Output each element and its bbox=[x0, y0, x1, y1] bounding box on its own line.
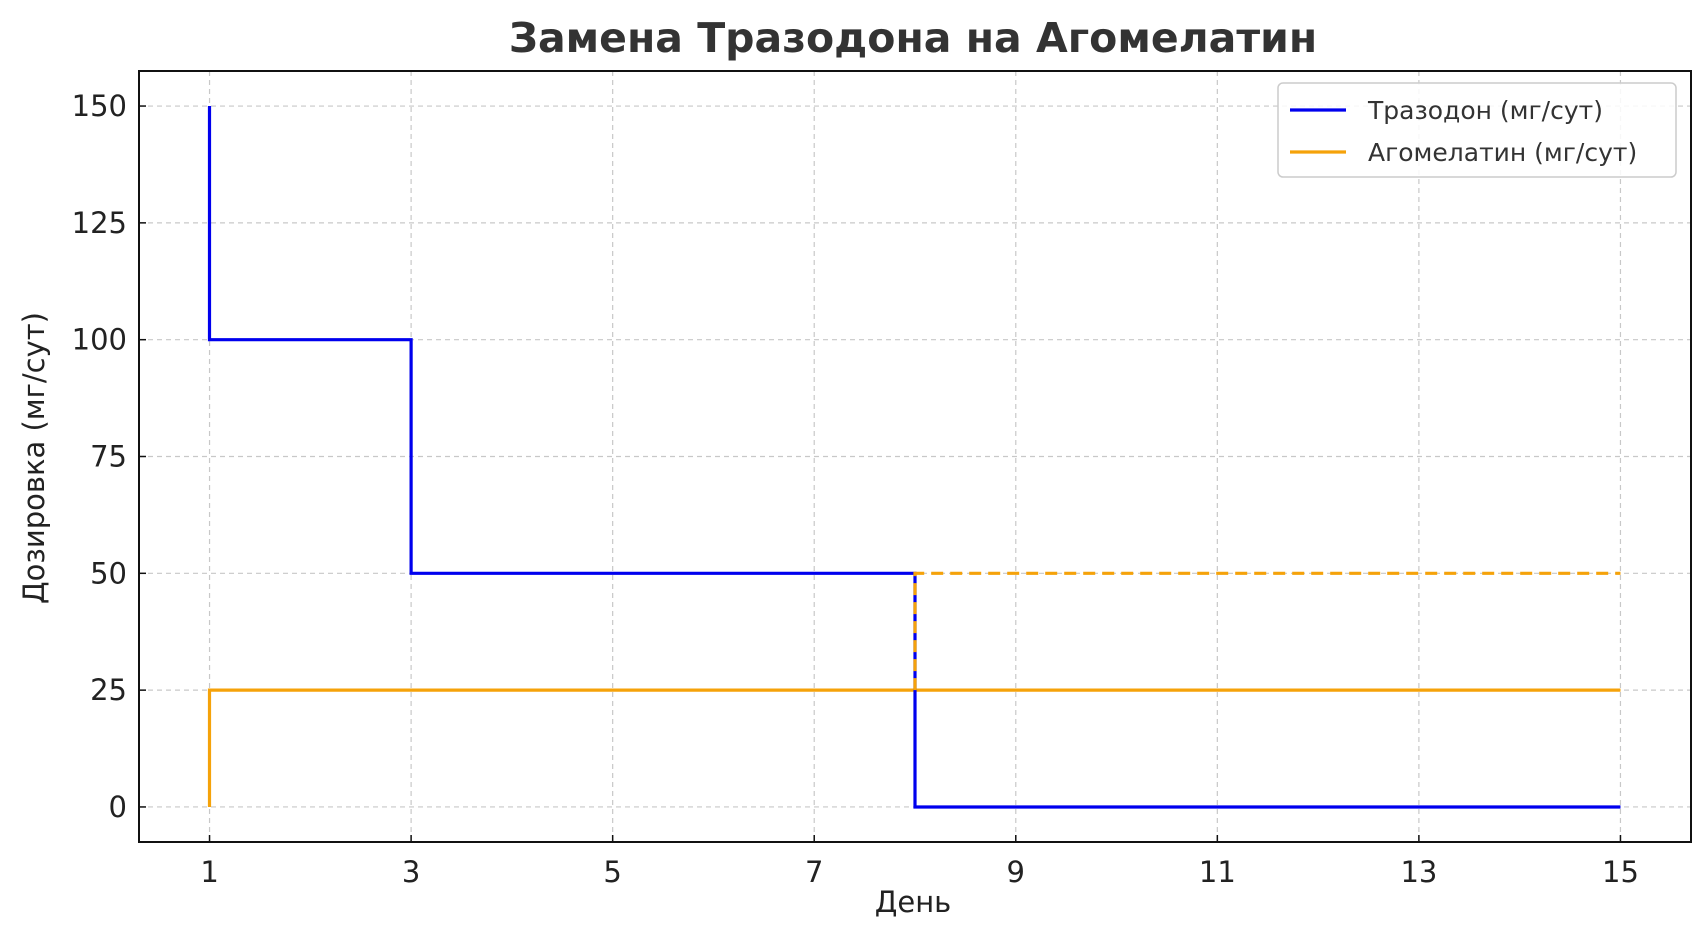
series-line-1 bbox=[207, 688, 1621, 807]
y-axis-label: Дозировка (мг/сут) bbox=[17, 312, 51, 604]
series-line-0 bbox=[207, 106, 1621, 809]
x-tick-label: 9 bbox=[1007, 855, 1025, 889]
plot-series bbox=[207, 106, 1621, 809]
x-tick-label: 15 bbox=[1602, 855, 1639, 889]
x-tick-label: 13 bbox=[1400, 855, 1437, 889]
chart-title: Замена Тразодона на Агомелатин bbox=[509, 14, 1317, 62]
y-tick-label: 25 bbox=[90, 673, 127, 707]
x-tick-label: 1 bbox=[200, 855, 218, 889]
y-tick-label: 150 bbox=[72, 89, 127, 123]
legend-box bbox=[1277, 82, 1677, 178]
x-tick-label: 3 bbox=[402, 855, 420, 889]
legend-label: Тразодон (мг/сут) bbox=[1367, 96, 1603, 125]
y-tick-label: 75 bbox=[90, 440, 127, 474]
legend-label: Агомелатин (мг/сут) bbox=[1368, 138, 1637, 167]
y-tick-label: 125 bbox=[72, 206, 127, 240]
y-tick-label: 50 bbox=[90, 556, 127, 590]
y-tick-label: 0 bbox=[109, 790, 127, 824]
y-tick-label: 100 bbox=[72, 323, 127, 357]
x-tick-label: 11 bbox=[1199, 855, 1236, 889]
legend: Тразодон (мг/сут) Агомелатин (мг/сут) bbox=[1277, 82, 1677, 178]
x-tick-label: 7 bbox=[805, 855, 823, 889]
x-axis-label: День bbox=[875, 885, 952, 919]
x-tick-label: 5 bbox=[603, 855, 621, 889]
series-line-2 bbox=[913, 571, 1621, 691]
